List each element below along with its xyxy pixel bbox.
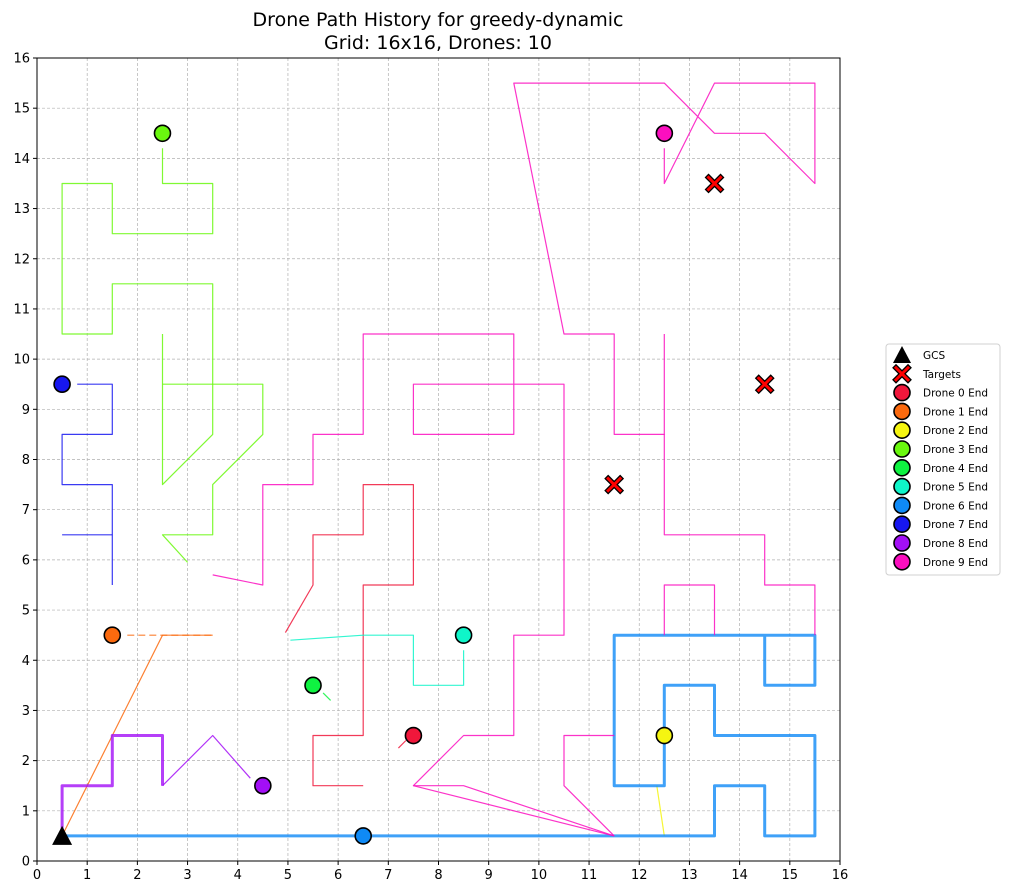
y-tick-label: 16 <box>13 52 30 67</box>
legend-drone-icon <box>893 477 911 496</box>
x-tick-label: 15 <box>782 868 799 883</box>
legend-drone-icon <box>893 421 911 440</box>
y-tick-label: 14 <box>13 152 30 167</box>
legend-label: Drone 7 End <box>923 519 988 531</box>
drone-path-line <box>397 740 407 749</box>
legend-label: Drone 4 End <box>923 463 988 475</box>
markers <box>52 124 775 845</box>
drone-end-marker <box>454 626 473 644</box>
legend-drone-icon <box>893 496 911 515</box>
legend-label: Drone 3 End <box>923 444 988 456</box>
target-marker <box>754 374 775 395</box>
x-tick-label: 10 <box>531 868 548 883</box>
y-tick-label: 4 <box>22 654 30 669</box>
legend-drone-icon <box>893 458 911 477</box>
y-tick-label: 8 <box>22 453 30 468</box>
x-tick-label: 4 <box>234 868 242 883</box>
drone-path-line <box>284 484 414 787</box>
x-tick-label: 8 <box>434 868 442 883</box>
y-tick-label: 0 <box>22 855 30 870</box>
drone-end-marker <box>655 726 674 745</box>
drone-path-line <box>656 785 665 836</box>
drone-end-marker <box>404 726 423 745</box>
legend-label: Drone 9 End <box>923 557 988 569</box>
drone-path-line <box>290 634 465 686</box>
y-tick-label: 2 <box>22 754 30 769</box>
drone-path-line <box>413 785 615 837</box>
x-tick-label: 7 <box>384 868 392 883</box>
legend-drone-icon <box>893 402 911 421</box>
drone-path-line <box>513 82 816 435</box>
x-tick-label: 13 <box>681 868 698 883</box>
legend-label: Targets <box>922 369 961 381</box>
y-tick-label: 13 <box>13 202 30 217</box>
y-tick-label: 7 <box>22 503 30 518</box>
y-tick-label: 3 <box>22 704 30 719</box>
drone-end-marker <box>254 776 272 795</box>
drone-path-line <box>60 734 164 836</box>
legend-label: Drone 8 End <box>923 538 988 550</box>
y-tick-label: 12 <box>13 252 30 267</box>
drone-path-line <box>663 434 816 636</box>
x-tick-label: 11 <box>581 868 598 883</box>
drone-path-line <box>61 148 214 486</box>
y-tick-label: 1 <box>22 804 30 819</box>
gcs-marker <box>52 825 73 845</box>
drone-end-marker <box>304 676 322 695</box>
axis-ticks: 0 1 2 3 4 5 6 7 8 9 10 11 12 13 14 15 160123456789101112… <box>13 52 848 884</box>
drone-end-marker <box>354 827 373 845</box>
y-tick-label: 15 <box>13 102 30 117</box>
legend-label: Drone 1 End <box>923 406 988 418</box>
legend-drone-icon <box>893 534 911 552</box>
drone-paths <box>60 82 817 838</box>
drone-end-marker <box>655 124 674 143</box>
legend-drone-icon <box>893 515 911 534</box>
drone-end-marker <box>53 375 71 394</box>
drone-path-line <box>161 383 264 563</box>
x-tick-label: 6 <box>334 868 342 883</box>
chart-subtitle: Grid: 16x16, Drones: 10 <box>324 32 552 54</box>
x-tick-label: 3 <box>183 868 191 883</box>
x-tick-label: 2 <box>133 868 141 883</box>
x-tick-label: 12 <box>631 868 648 883</box>
legend-label: GCS <box>923 350 945 362</box>
x-tick-label: 1 <box>83 868 91 883</box>
drone-path-line <box>212 333 615 837</box>
y-tick-label: 10 <box>13 353 30 368</box>
drone-path-line <box>162 734 251 787</box>
legend-gcs-icon <box>893 346 911 363</box>
drone-path-line <box>322 692 332 701</box>
legend-drone-icon <box>893 552 911 571</box>
x-tick-label: 16 <box>832 868 849 883</box>
target-marker <box>704 173 725 194</box>
drone-path-line <box>563 734 615 837</box>
legend: GCS Targets Drone 0 End Drone 1 End Drone 2 … <box>885 343 1001 576</box>
drone-end-marker <box>103 626 122 644</box>
legend-drone-icon <box>893 440 911 458</box>
x-tick-label: 9 <box>485 868 493 883</box>
legend-box <box>885 343 1001 576</box>
drone-path-line <box>61 383 113 585</box>
legend-label: Drone 6 End <box>923 500 988 512</box>
legend-label: Drone 2 End <box>923 425 988 437</box>
x-tick-label: 14 <box>731 868 748 883</box>
chart-title: Drone Path History for greedy-dynamic <box>253 9 624 31</box>
y-tick-label: 6 <box>22 553 30 568</box>
y-tick-label: 5 <box>22 604 30 619</box>
y-tick-label: 9 <box>22 403 30 418</box>
target-marker <box>604 474 625 495</box>
legend-drone-icon <box>893 383 911 402</box>
legend-target-icon <box>892 363 912 384</box>
drone-end-marker <box>153 124 172 143</box>
drone-path-line <box>62 633 817 838</box>
legend-label: Drone 0 End <box>923 388 988 400</box>
x-tick-label: 5 <box>284 868 292 883</box>
x-tick-label: 0 <box>33 868 41 883</box>
drone-path-line <box>663 584 716 636</box>
y-tick-label: 11 <box>13 302 30 317</box>
legend-label: Drone 5 End <box>923 482 988 494</box>
